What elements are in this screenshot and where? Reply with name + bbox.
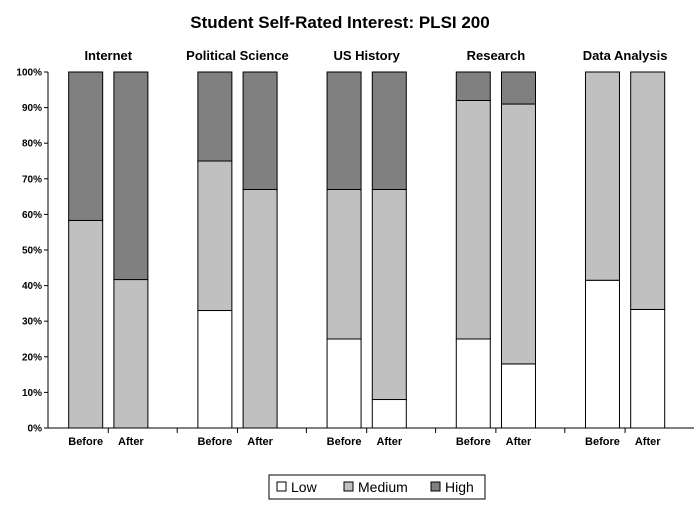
bar-data-analysis-after-medium — [630, 71, 666, 310]
bar-political-science-before-low — [197, 310, 233, 429]
bar-data-analysis-after-low — [630, 308, 666, 429]
y-tick-label: 90% — [22, 103, 42, 114]
x-tick-label-before: Before — [68, 436, 103, 448]
x-tick-label-after: After — [376, 436, 402, 448]
x-tick-label-before: Before — [197, 436, 232, 448]
legend-label-low: Low — [291, 479, 318, 495]
y-tick-label: 60% — [22, 210, 42, 221]
group-labels: Internet Political Science US History Resea… — [84, 48, 667, 63]
group-label-internet: Internet — [84, 48, 132, 63]
x-tick-label-after: After — [506, 436, 532, 448]
bar-us-history-before-high — [326, 71, 362, 190]
bar-political-science-after-high — [242, 71, 278, 190]
x-tick-label-after: After — [635, 436, 661, 448]
legend-swatch-medium — [343, 481, 354, 492]
bar-us-history-after-medium — [371, 188, 407, 401]
legend: Low Medium High — [268, 474, 486, 500]
y-tick-label: 20% — [22, 352, 42, 363]
bar-data-analysis-before-medium — [584, 71, 620, 281]
legend-label-medium: Medium — [358, 479, 408, 495]
legend-label-high: High — [445, 479, 474, 495]
y-tick-label: 30% — [22, 317, 42, 328]
group-label-research: Research — [467, 48, 526, 63]
legend-box — [268, 474, 486, 500]
y-tick-label: 70% — [22, 174, 42, 185]
bar-data-analysis-before-low — [584, 279, 620, 429]
y-tick-label: 10% — [22, 388, 42, 399]
bar-us-history-after-high — [371, 71, 407, 190]
bar-internet-after-medium — [113, 279, 149, 429]
legend-swatch-low — [276, 481, 287, 492]
bar-research-before-high — [455, 71, 491, 101]
bar-political-science-before-medium — [197, 160, 233, 312]
axes — [44, 71, 694, 433]
x-tick-label-after: After — [118, 436, 144, 448]
x-tick-label-before: Before — [585, 436, 620, 448]
bar-internet-before-medium — [68, 219, 104, 429]
y-tick-label: 0% — [28, 424, 43, 435]
bars — [68, 71, 666, 429]
group-label-data-analysis: Data Analysis — [583, 48, 668, 63]
bar-internet-before-high — [68, 71, 104, 221]
y-tick-label: 50% — [22, 246, 42, 257]
group-label-us-history: US History — [333, 48, 400, 63]
legend-swatch-high — [430, 481, 441, 492]
bar-us-history-before-medium — [326, 188, 362, 340]
x-tick-label-before: Before — [456, 436, 491, 448]
y-tick-label: 40% — [22, 281, 42, 292]
chart-title: Student Self-Rated Interest: PLSI 200 — [190, 13, 489, 32]
x-tick-label-after: After — [247, 436, 273, 448]
group-label-political-science: Political Science — [186, 48, 289, 63]
y-tick-label: 100% — [16, 68, 42, 79]
bar-research-after-medium — [500, 103, 536, 365]
bar-research-after-low — [500, 363, 536, 429]
x-tick-labels: Before After Before After Before After Before A… — [68, 436, 661, 448]
bar-us-history-after-low — [371, 399, 407, 429]
y-tick-labels: 0% 10% 20% 30% 40% 50% 60% 70% 80% 90% 100% — [16, 68, 42, 435]
bar-internet-after-high — [113, 71, 149, 281]
bar-political-science-before-high — [197, 71, 233, 162]
bar-political-science-after-medium — [242, 188, 278, 429]
y-tick-label: 80% — [22, 139, 42, 150]
bar-research-before-medium — [455, 99, 491, 340]
x-tick-label-before: Before — [327, 436, 362, 448]
bar-research-before-low — [455, 338, 491, 429]
bar-us-history-before-low — [326, 338, 362, 429]
bar-research-after-high — [500, 71, 536, 105]
